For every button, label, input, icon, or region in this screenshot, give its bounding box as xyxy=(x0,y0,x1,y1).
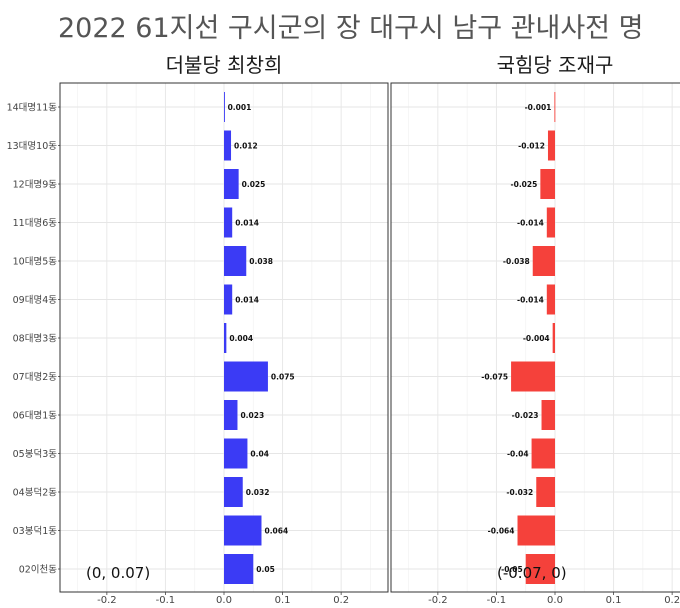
bar-value-label: -0.032 xyxy=(506,488,533,497)
x-tick-label: 0.0 xyxy=(547,595,563,606)
bar xyxy=(224,323,227,353)
x-tick-label: 0.1 xyxy=(275,595,291,606)
bar xyxy=(546,207,555,238)
x-tick-label: -0.2 xyxy=(428,595,448,606)
bar xyxy=(224,92,225,122)
bar-value-label: 0.064 xyxy=(264,527,288,536)
bar xyxy=(224,169,239,199)
bar-value-label: -0.004 xyxy=(523,334,550,343)
y-tick-label: 03봉덕1동 xyxy=(13,526,58,537)
corner-annotation: (-0.07, 0) xyxy=(497,564,567,582)
bar-value-label: 0.05 xyxy=(256,565,275,574)
bar-value-label: -0.04 xyxy=(507,450,529,459)
bar xyxy=(532,246,555,276)
bar-value-label: 0.023 xyxy=(240,411,264,420)
y-tick-label: 07대명2동 xyxy=(13,372,58,383)
x-tick-label: -0.1 xyxy=(487,595,507,606)
bar-value-label: 0.014 xyxy=(235,219,259,228)
bar xyxy=(525,554,555,584)
bar-value-label: -0.05 xyxy=(501,565,523,574)
y-tick-label: 12대명9동 xyxy=(13,180,58,191)
bar-value-label: 0.004 xyxy=(229,334,253,343)
chart-title: 2022 61지선 구시군의 장 대구시 남구 관내사전 명 xyxy=(58,13,643,44)
bar xyxy=(536,477,555,507)
x-tick-label: -0.1 xyxy=(156,595,176,606)
x-tick-label: 0.0 xyxy=(216,595,232,606)
bar-value-label: -0.064 xyxy=(488,527,515,536)
y-tick-label: 08대명3동 xyxy=(13,334,58,345)
y-tick-label: 13대명10동 xyxy=(7,141,58,152)
bar xyxy=(224,207,233,238)
bar xyxy=(552,323,555,353)
bar xyxy=(541,400,555,430)
plot-area: 14대명11동 13대명10동 12대명9동 11대명6동 10대명5동 09대명4동 08… xyxy=(7,53,680,606)
bar xyxy=(224,284,233,315)
bar xyxy=(224,515,262,546)
bar-value-label: 0.001 xyxy=(228,103,252,112)
bar xyxy=(224,246,247,276)
y-tick-label: 09대명4동 xyxy=(13,295,58,306)
facet-title: 국힘당 조재구 xyxy=(497,53,614,77)
y-tick-label: 10대명5동 xyxy=(13,257,58,268)
y-tick-label: 04봉덕2동 xyxy=(13,488,58,499)
bar-value-label: 0.075 xyxy=(271,373,295,382)
x-tick-label: -0.2 xyxy=(97,595,117,606)
bar xyxy=(224,130,232,161)
bar-value-label: 0.014 xyxy=(235,296,259,305)
corner-annotation: (0, 0.07) xyxy=(86,564,150,582)
bar xyxy=(547,130,555,161)
x-tick-label: 0.2 xyxy=(333,595,349,606)
bar-value-label: -0.014 xyxy=(517,219,544,228)
y-tick-label: 14대명11동 xyxy=(7,103,58,114)
y-tick-label: 11대명6동 xyxy=(13,218,58,229)
bar-value-label: -0.025 xyxy=(511,180,538,189)
bar-value-label: 0.012 xyxy=(234,142,258,151)
bar xyxy=(531,438,555,469)
bar-value-label: 0.025 xyxy=(242,180,266,189)
bar-value-label: 0.04 xyxy=(250,450,269,459)
bar xyxy=(224,438,248,469)
bar-value-label: 0.032 xyxy=(246,488,270,497)
bar xyxy=(546,284,555,315)
bar xyxy=(511,361,555,392)
bar xyxy=(224,361,268,392)
bar xyxy=(554,92,556,122)
panel-background xyxy=(391,83,680,592)
y-tick-label: 05봉덕3동 xyxy=(13,449,58,460)
y-tick-label: 02이천동 xyxy=(19,565,58,576)
facet-title: 더불당 최창희 xyxy=(166,53,283,77)
bar-value-label: 0.038 xyxy=(249,257,273,266)
bar-value-label: -0.014 xyxy=(517,296,544,305)
bar xyxy=(540,169,555,199)
bar-value-label: -0.001 xyxy=(525,103,552,112)
bar xyxy=(517,515,555,546)
x-tick-label: 0.2 xyxy=(664,595,680,606)
bar-value-label: -0.012 xyxy=(518,142,545,151)
y-tick-label: 06대명1동 xyxy=(13,411,58,422)
bar-value-label: -0.075 xyxy=(481,373,508,382)
bar xyxy=(224,400,238,430)
bar xyxy=(224,477,243,507)
x-tick-label: 0.1 xyxy=(606,595,622,606)
bar xyxy=(224,554,254,584)
bar-value-label: -0.038 xyxy=(503,257,530,266)
bar-value-label: -0.023 xyxy=(512,411,539,420)
